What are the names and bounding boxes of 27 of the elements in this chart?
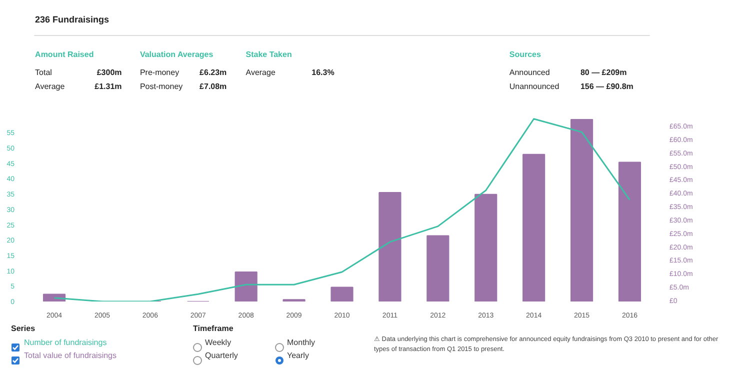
- text: 80 — £209m: [580, 68, 627, 77]
- text: Amount Raised: [35, 50, 94, 59]
- text: Post-money: [140, 82, 183, 91]
- text: Timeframe: [193, 323, 234, 335]
- text: £6.23m: [200, 68, 227, 77]
- legend-title: Series: [11, 323, 36, 335]
- text: 16.3%: [312, 68, 334, 77]
- text: Unannounced: [509, 82, 560, 91]
- text: Announced: [509, 68, 550, 77]
- text: £7.08m: [200, 82, 227, 91]
- text: Weekly: [205, 337, 232, 349]
- text: £1.31m: [94, 82, 122, 91]
- text: Monthly: [287, 337, 316, 349]
- text: Sources: [509, 50, 542, 59]
- text: Number of fundraisings: [24, 337, 107, 349]
- text: Quarterly: [205, 350, 238, 362]
- text: Average: [246, 68, 276, 77]
- text: Total: [35, 68, 52, 77]
- text: 236 Fundraisings: [35, 14, 110, 24]
- text: Stake Taken: [246, 50, 292, 59]
- text: Average: [35, 82, 66, 91]
- text: Valuation Averages: [140, 50, 214, 59]
- text: Yearly: [287, 350, 309, 362]
- text: Total value of fundraisings: [24, 350, 116, 362]
- text: Pre-money: [140, 68, 180, 77]
- text: 156 — £90.8m: [580, 82, 634, 91]
- text: £300m: [96, 68, 122, 77]
